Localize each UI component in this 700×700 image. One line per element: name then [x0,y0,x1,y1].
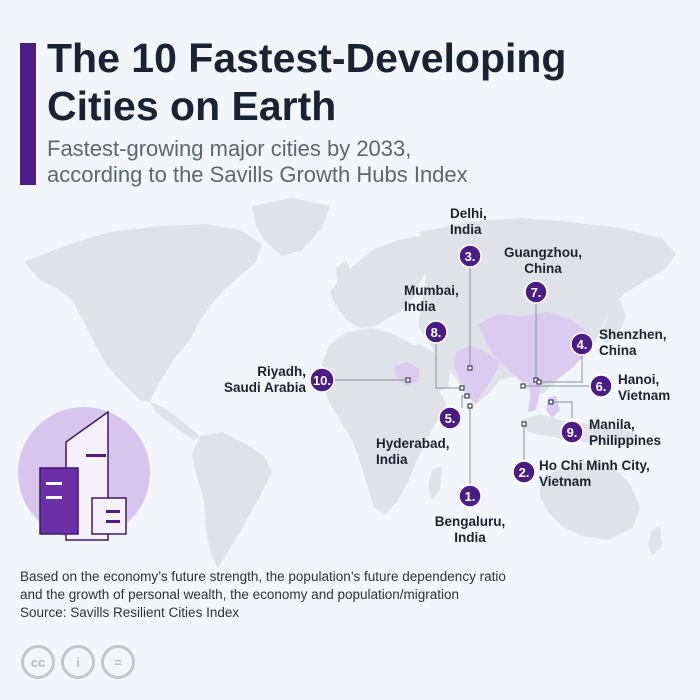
subtitle-line-1: Fastest-growing major cities by 2033, [47,136,412,161]
city-country-guangzhou: China [524,261,562,276]
attribution-icon[interactable]: i [61,645,95,679]
city-label-mumbai: Mumbai, India [404,283,459,315]
vietnam-highlight [528,376,540,412]
method-note-line-2: and the growth of personal wealth, the e… [20,587,460,602]
china-highlight [478,312,590,386]
city-country-hanoi: Vietnam [618,388,671,403]
city-country-bengaluru: India [454,530,486,545]
marker-rank-1: 1. [458,484,482,508]
subtitle-line-2: according to the Savills Growth Hubs Ind… [47,162,468,187]
source-note: Source: Savills Resilient Cities Index [20,605,240,620]
city-label-hanoi: Hanoi, Vietnam [618,372,670,404]
central-america-landmass [150,402,200,440]
city-country-shenzhen: China [599,343,637,358]
location-riyadh [405,377,411,383]
city-country-mumbai: India [404,299,436,314]
page-title: The 10 Fastest-Developing Cities on Eart… [47,34,566,130]
city-label-bengaluru: Bengaluru, India [425,514,515,546]
city-label-guangzhou: Guangzhou, China [494,245,592,277]
method-note-line-1: Based on the economy’s future strength, … [20,569,506,584]
connector-mumbai [435,343,462,389]
marker-rank-2: 2. [512,460,536,484]
location-hcmc [521,421,527,427]
page-subtitle: Fastest-growing major cities by 2033, ac… [47,136,468,188]
city-name-shenzhen: Shenzhen, [599,327,667,342]
marker-rank-10: 10. [309,367,335,393]
city-country-hcmc: Vietnam [539,474,592,489]
city-label-shenzhen: Shenzhen, China [599,327,667,359]
city-country-riyadh: Saudi Arabia [223,380,306,395]
marker-rank-3-label: 3. [465,249,476,264]
cc-license-icon[interactable]: cc [21,645,55,679]
location-points [405,365,554,427]
city-name-hcmc: Ho Chi Minh City, [539,458,650,473]
location-hyderabad [464,393,470,399]
city-country-manila: Philippines [589,433,662,448]
marker-rank-7-label: 7. [531,285,542,300]
india-highlight [454,346,500,404]
connector-manila [551,401,573,418]
connector-shenzhen [539,356,583,383]
marker-rank-9: 9. [560,420,584,444]
philippines-highlight [546,396,560,418]
city-label-manila: Manila, Philippines [589,417,661,449]
marker-rank-8: 8. [424,320,448,344]
marker-rank-2-label: 2. [519,465,530,480]
marker-rank-5: 5. [438,406,462,430]
city-name-hanoi: Hanoi, [618,372,660,387]
footnotes: Based on the economy’s future strength, … [20,568,506,622]
location-delhi [467,365,473,371]
buildings-illustration-icon [18,407,150,541]
no-derivatives-icon[interactable]: = [101,645,135,679]
city-name-mumbai: Mumbai, [404,283,459,298]
city-label-hyderabad: Hyderabad, India [376,436,450,468]
title-line-2: Cities on Earth [47,83,337,129]
city-label-riyadh: Riyadh, Saudi Arabia [206,364,306,396]
city-name-riyadh: Riyadh, [257,364,306,379]
title-line-1: The 10 Fastest-Developing [47,35,567,81]
marker-rank-5-label: 5. [445,411,456,426]
new-zealand-landmass [648,526,662,556]
location-mumbai [459,385,465,391]
rank-markers: 3. 7. 8. 4. 10. 6. 5. 9. 2. 1. [309,244,613,508]
location-bengaluru [467,403,473,409]
marker-rank-4-label: 4. [577,337,588,352]
madagascar-landmass [428,466,442,500]
new-guinea-landmass [596,428,640,446]
britain-landmass [336,260,352,290]
greenland-landmass [252,198,330,256]
marker-rank-8-label: 8. [431,325,442,340]
marker-rank-4: 4. [570,332,594,356]
city-name-bengaluru: Bengaluru, [434,514,506,529]
city-name-guangzhou: Guangzhou, [504,245,582,260]
marker-rank-3: 3. [458,244,482,268]
connector-lines [334,267,590,484]
highlighted-countries [394,312,590,418]
city-label-hcmc: Ho Chi Minh City, Vietnam [539,458,650,490]
europe-landmass [330,236,434,328]
marker-rank-9-label: 9. [567,425,578,440]
city-name-hyderabad: Hyderabad, [376,436,450,451]
marker-rank-6-label: 6. [596,379,607,394]
accent-bar [20,43,36,185]
japan-landmass [602,300,626,344]
marker-rank-1-label: 1. [465,489,476,504]
city-country-hyderabad: India [376,452,408,467]
city-country-delhi: India [450,222,482,237]
marker-rank-7: 7. [524,280,548,304]
south-america-landmass [192,432,272,568]
city-name-delhi: Delhi, [450,206,487,221]
marker-rank-10-label: 10. [313,373,331,388]
location-hanoi [520,383,526,389]
location-manila [548,399,554,405]
marker-rank-6: 6. [589,374,613,398]
city-name-manila: Manila, [589,417,635,432]
location-shenzhen [536,379,542,385]
city-label-delhi: Delhi, India [450,206,487,238]
australia-landmass [540,462,640,540]
north-america-landmass [24,224,262,402]
license-icons: cc i = [21,645,135,679]
